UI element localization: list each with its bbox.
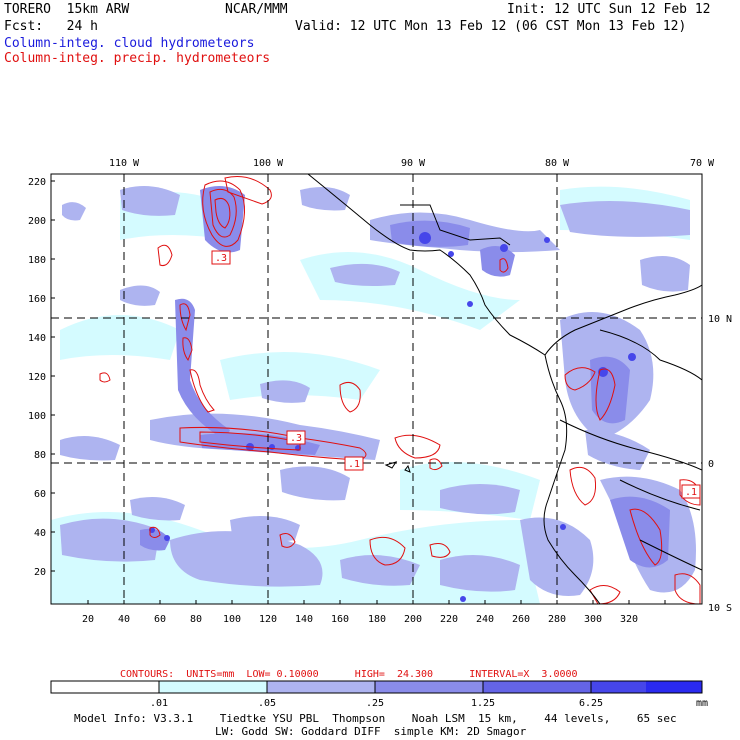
y-tick-label: 220 — [28, 177, 46, 188]
x-tick-label: 140 — [295, 614, 313, 625]
y-tick-label: 60 — [34, 489, 46, 500]
lon-label: 90 W — [401, 158, 426, 169]
colorbar-label: .25 — [366, 698, 384, 709]
lat-label: 0 — [708, 459, 714, 470]
model-info-line1: Model Info: V3.3.1 Tiedtke YSU PBL Thomp… — [74, 712, 677, 725]
x-tick-marks — [87, 600, 666, 604]
y-tick-marks — [51, 180, 55, 572]
colorbar-label: 1.25 — [471, 698, 495, 709]
lon-label: 80 W — [545, 158, 570, 169]
x-tick-label: 60 — [154, 614, 166, 625]
model-info-line2: LW: Godd SW: Goddard DIFF simple KM: 2D … — [215, 725, 527, 738]
colorbar-segment — [159, 681, 267, 693]
contour-label-group: .3 .3 .1 .1 — [211, 250, 701, 499]
contour-label: .1 — [348, 459, 360, 470]
colorbar-segment — [591, 681, 646, 693]
colorbar-label: 6.25 — [579, 698, 603, 709]
colorbar-segment — [646, 681, 702, 693]
org-label: NCAR/MMM — [225, 2, 288, 17]
forecast-hour: Fcst: 24 h — [4, 19, 98, 34]
x-tick-label: 40 — [118, 614, 130, 625]
y-tick-label: 120 — [28, 372, 46, 383]
hydrometeor-field — [51, 176, 701, 604]
colorbar-segment — [51, 681, 159, 693]
lon-label: 110 W — [109, 158, 140, 169]
lon-label: 100 W — [253, 158, 284, 169]
y-tick-label: 180 — [28, 255, 46, 266]
x-tick-label: 160 — [331, 614, 349, 625]
x-tick-label: 320 — [620, 614, 638, 625]
x-tick-label: 20 — [82, 614, 94, 625]
colorbar-segment — [375, 681, 483, 693]
lat-label: 10 N — [708, 314, 732, 325]
colorbar-label: .05 — [258, 698, 276, 709]
x-tick-label: 260 — [512, 614, 530, 625]
colorbar-segment — [483, 681, 591, 693]
colorbar-unit: mm — [696, 698, 708, 709]
x-tick-label: 220 — [440, 614, 458, 625]
contour-label: .3 — [290, 433, 302, 444]
x-tick-label: 180 — [368, 614, 386, 625]
colorbar: .01 .05 .25 1.25 6.25 mm — [50, 680, 708, 709]
y-tick-label: 20 — [34, 567, 46, 578]
y-tick-label: 40 — [34, 528, 46, 539]
x-ticks: 20 40 60 80 100 120 140 160 180 200 220 … — [82, 614, 638, 625]
colorbar-label: .01 — [150, 698, 168, 709]
y-tick-label: 160 — [28, 294, 46, 305]
y-tick-label: 140 — [28, 333, 46, 344]
y-tick-label: 200 — [28, 216, 46, 227]
x-tick-label: 240 — [476, 614, 494, 625]
y-tick-label: 80 — [34, 450, 46, 461]
init-time: Init: 12 UTC Sun 12 Feb 12 — [507, 2, 711, 17]
x-tick-label: 300 — [584, 614, 602, 625]
x-tick-label: 100 — [223, 614, 241, 625]
x-tick-label: 200 — [404, 614, 422, 625]
lat-labels: 10 N 0 10 S — [708, 314, 732, 614]
y-tick-label: 100 — [28, 411, 46, 422]
lon-labels: 110 W 100 W 90 W 80 W 70 W — [109, 158, 715, 169]
y-ticks: 220 200 180 160 140 120 100 80 60 40 20 — [28, 177, 46, 578]
contour-label: .3 — [215, 253, 227, 264]
field-cloud-label: Column-integ. cloud hydrometeors — [4, 36, 255, 51]
x-tick-label: 80 — [190, 614, 202, 625]
contour-label: .1 — [685, 487, 697, 498]
x-tick-label: 280 — [548, 614, 566, 625]
model-title: TORERO 15km ARW — [4, 2, 130, 17]
colorbar-segment — [267, 681, 375, 693]
field-precip-label: Column-integ. precip. hydrometeors — [4, 51, 271, 66]
valid-time: Valid: 12 UTC Mon 13 Feb 12 (06 CST Mon … — [295, 19, 687, 34]
lon-label: 70 W — [690, 158, 715, 169]
contours-info: CONTOURS: UNITS=mm LOW= 0.10000 HIGH= 24… — [120, 669, 578, 680]
lat-label: 10 S — [708, 603, 732, 614]
graticule — [51, 174, 702, 604]
x-tick-label: 120 — [259, 614, 277, 625]
